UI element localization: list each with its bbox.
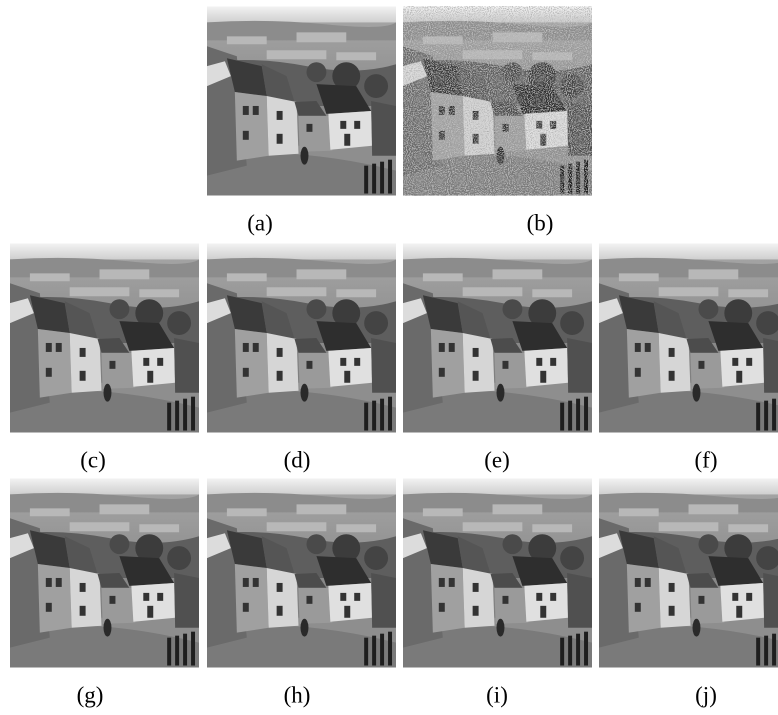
image-c [10,244,199,433]
panel-label: (g) [77,682,104,707]
panel-label: (f) [695,447,718,472]
panel-label: (a) [247,210,273,235]
panel-label: (h) [284,682,311,707]
panel-label: (j) [695,682,717,707]
noise-overlay [403,6,592,196]
image-e [403,244,592,433]
image-g [10,479,199,668]
panel-label: (b) [527,210,554,235]
page: {"figure": {"panels": [ {"label": "(a)"}… [0,0,778,715]
panel-label: (i) [486,682,508,707]
panel-images [10,6,778,668]
image-h [207,479,396,668]
image-a [207,7,396,196]
panel-label: (d) [284,447,311,472]
image-d [207,244,396,433]
panel-label: (c) [80,447,106,472]
image-i [403,479,592,668]
panel-label: (e) [484,447,510,472]
figure: (a) (b) (c) (d) (e) (f) (g) (h) (i) (j) [0,0,778,715]
image-j [599,479,778,668]
image-f [599,244,778,433]
